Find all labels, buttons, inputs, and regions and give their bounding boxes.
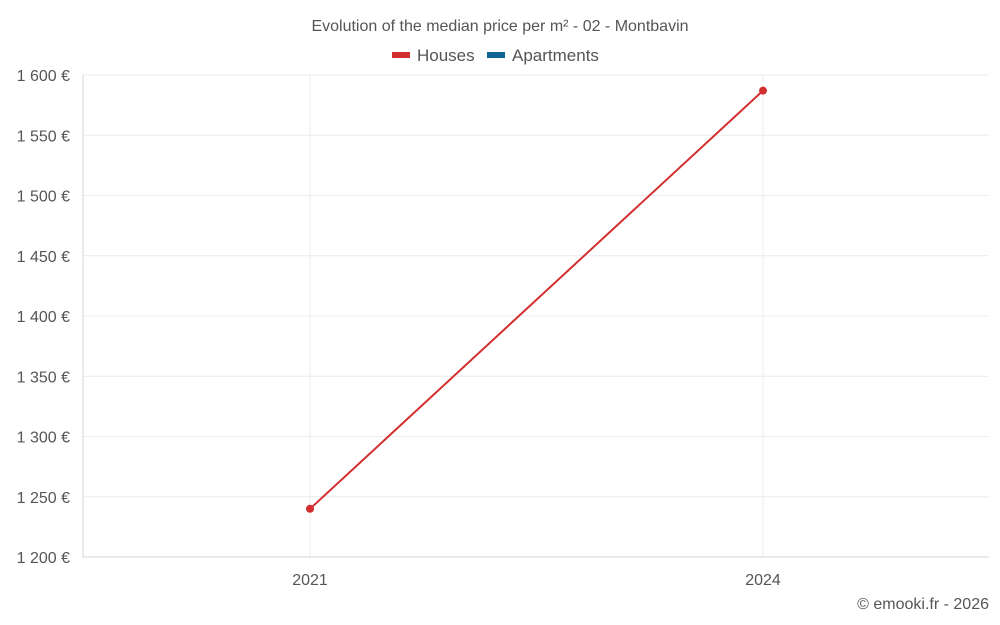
chart-credit: © emooki.fr - 2026 bbox=[857, 596, 989, 613]
y-tick-label-1600: 1 600 € bbox=[17, 68, 70, 85]
y-axis-tick-labels: 1 200 € 1 250 € 1 300 € 1 350 € 1 400 € 1 450… bbox=[17, 68, 70, 567]
legend-item-houses[interactable]: Houses bbox=[392, 46, 475, 65]
x-tick-label-2024: 2024 bbox=[745, 572, 781, 589]
y-tick-label-1450: 1 450 € bbox=[17, 249, 70, 266]
y-tick-label-1350: 1 350 € bbox=[17, 369, 70, 386]
y-tick-label-1550: 1 550 € bbox=[17, 128, 70, 145]
legend-swatch-houses bbox=[392, 52, 410, 58]
data-point-houses-2021[interactable] bbox=[306, 504, 314, 513]
legend-item-apartments[interactable]: Apartments bbox=[487, 46, 599, 65]
x-axis-tick-labels: 2021 2024 bbox=[292, 572, 781, 589]
y-grid bbox=[83, 74, 989, 498]
chart-title: Evolution of the median price per m² - 0… bbox=[311, 18, 688, 35]
y-tick-label-1500: 1 500 € bbox=[17, 189, 70, 206]
data-point-houses-2024[interactable] bbox=[759, 86, 767, 95]
axes bbox=[82, 75, 989, 558]
y-tick-label-1250: 1 250 € bbox=[17, 490, 70, 507]
x-tick-label-2021: 2021 bbox=[292, 572, 328, 589]
legend-label-houses: Houses bbox=[417, 46, 475, 65]
x-grid bbox=[309, 75, 764, 557]
series-line-houses bbox=[309, 89, 764, 510]
legend-swatch-apartments bbox=[487, 52, 505, 58]
y-tick-label-1400: 1 400 € bbox=[17, 309, 70, 326]
series-layer bbox=[306, 86, 767, 513]
legend-label-apartments: Apartments bbox=[512, 46, 599, 65]
y-tick-label-1200: 1 200 € bbox=[17, 550, 70, 567]
legend: Houses Apartments bbox=[392, 46, 599, 65]
y-tick-label-1300: 1 300 € bbox=[17, 430, 70, 447]
